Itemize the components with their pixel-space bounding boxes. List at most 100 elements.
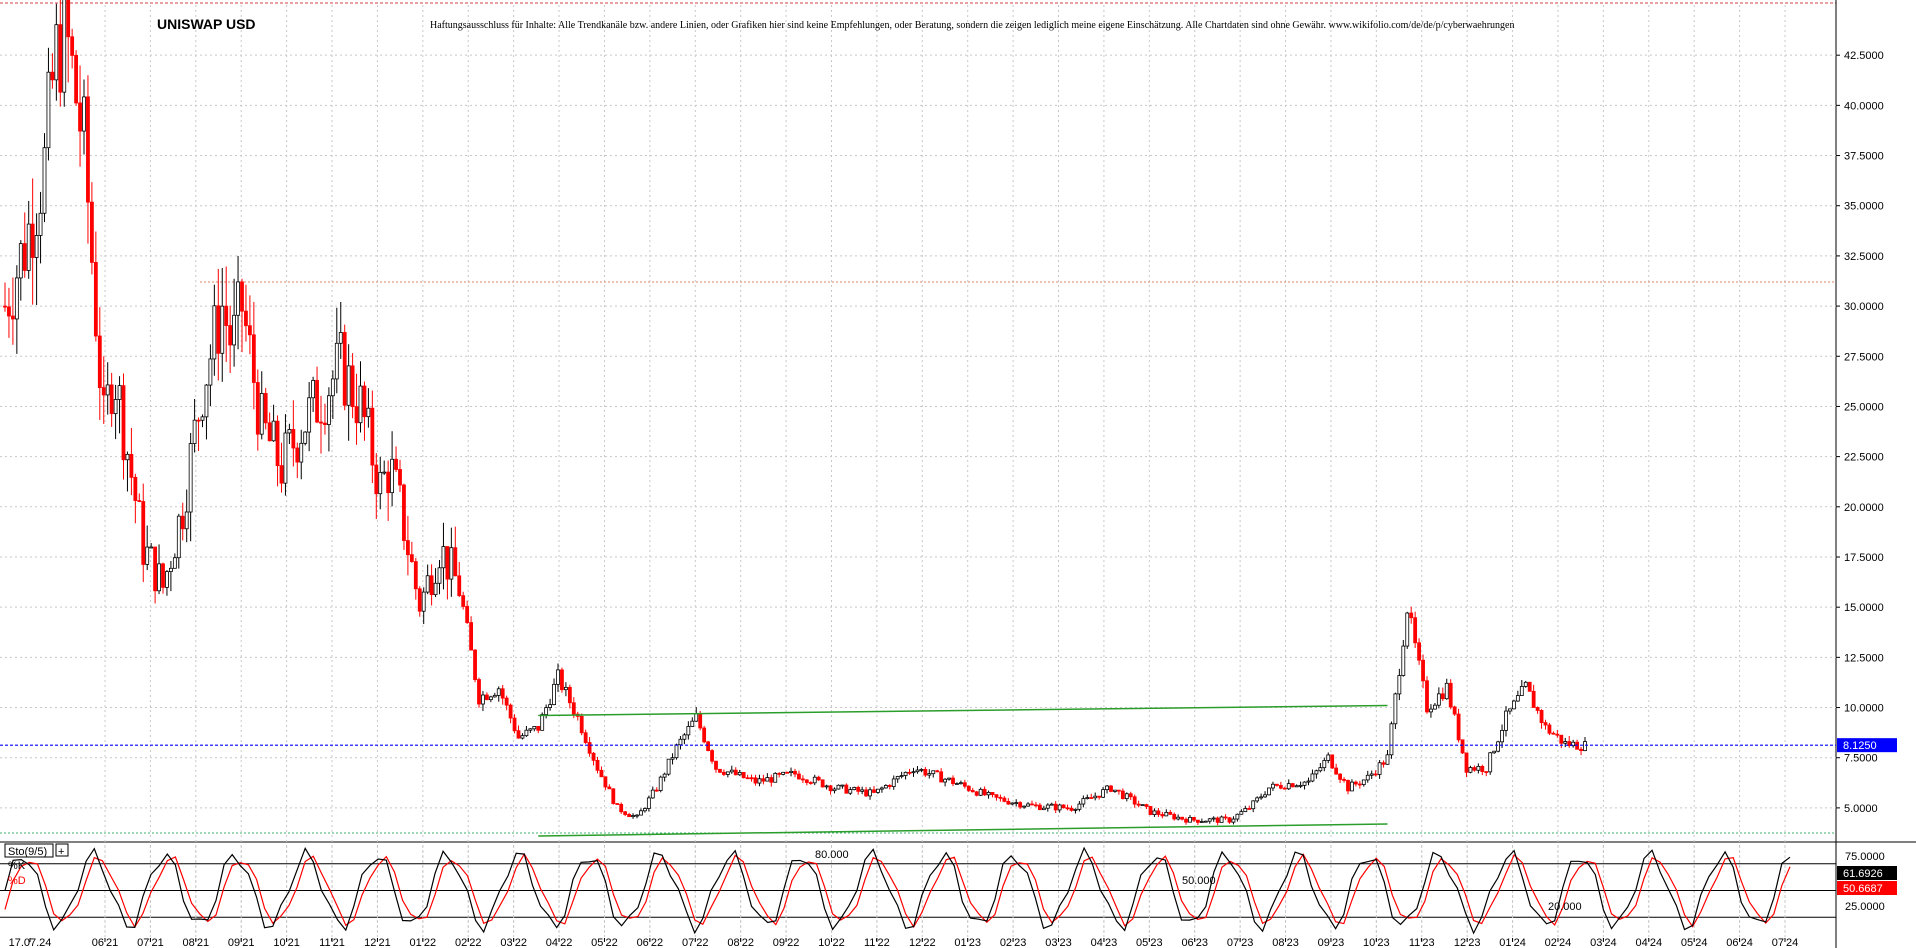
candle [690,717,695,727]
plus-icon[interactable]: + [58,846,64,858]
x-tick-label: 07'22 [682,937,709,948]
candle [1231,816,1236,825]
candle [548,698,552,711]
candle [1263,791,1267,798]
candle [362,381,367,441]
candle [682,733,687,745]
candle [880,786,884,793]
candle [74,50,78,106]
trendlines [538,704,1388,837]
candle [1053,800,1058,813]
candle [1247,805,1252,810]
candle [461,591,466,610]
candle [1199,818,1204,823]
candle [868,787,872,800]
candle [358,361,363,433]
candle [583,729,588,744]
x-tick-label: 08'22 [727,937,754,948]
candle [374,453,379,520]
indicator-grid [0,846,1836,935]
candle [1385,749,1390,765]
x-tick-label: 05'22 [591,937,618,948]
candle [552,678,556,706]
x-tick-label: 02'24 [1545,937,1572,948]
candle [765,773,770,782]
candle [1069,805,1074,812]
indicator-name-box[interactable] [4,843,54,858]
candle [615,803,620,805]
candle [141,483,146,583]
y-tick-label: 20.0000 [1844,502,1884,514]
x-tick-label: 05'24 [1681,937,1708,948]
candle [1425,676,1429,714]
x-tick-label: 10'22 [818,937,845,948]
candle [93,231,98,342]
candle [445,546,450,600]
candle [1527,681,1532,692]
candle [263,387,268,430]
candle [1085,794,1090,800]
candle [1310,769,1315,783]
candle [883,784,888,789]
candlesticks [3,0,1587,826]
candle [1014,799,1019,807]
candle [275,415,280,487]
candle [1148,806,1153,816]
candle [820,779,825,788]
candle [204,383,209,440]
x-tick-label: 09'23 [1318,937,1345,948]
candle [1322,757,1327,772]
d-value-tag [1837,881,1897,895]
candle [962,779,967,789]
candle [279,442,284,493]
candle [662,772,667,782]
candle [137,493,142,503]
candle [856,785,861,795]
candle [966,785,971,793]
candle [603,776,608,791]
candle [1330,754,1335,769]
x-tick-label: 03'23 [1045,937,1072,948]
candle [1373,770,1378,777]
candle [516,725,521,739]
candle [354,373,359,445]
candle [1365,770,1370,783]
candle [370,390,375,484]
candle [465,600,470,624]
candle [520,733,525,740]
x-tick-label: 03'22 [500,937,527,948]
candle [398,459,402,492]
candle [1061,804,1066,809]
candle [939,768,944,783]
candle [532,725,537,732]
candle [184,489,189,543]
candle [733,767,738,776]
candle [1140,804,1145,807]
candle [852,786,857,791]
candle [232,278,237,367]
candle [366,388,371,428]
candle [157,544,161,595]
candle [26,200,31,279]
k-label: %K [8,860,26,872]
candle [50,53,55,89]
candle [623,810,628,817]
trendline [538,704,1388,717]
candle [350,353,355,419]
candle [82,79,86,155]
chart-title: UNISWAP USD [157,16,256,32]
candle [706,740,710,752]
current-price-line: 8.1250 [0,738,1897,753]
candle [607,784,612,790]
candle [1468,765,1473,774]
y-tick-label: 40.0000 [1844,100,1884,112]
candle [959,780,963,785]
candle [643,807,647,813]
candle [319,395,323,454]
y-tick-label: 17.5000 [1844,552,1884,564]
indicator-expand-button[interactable] [55,843,69,857]
ind-axis-25: 25.0000 [1845,901,1885,913]
candle [1286,779,1291,791]
candle [78,65,82,167]
